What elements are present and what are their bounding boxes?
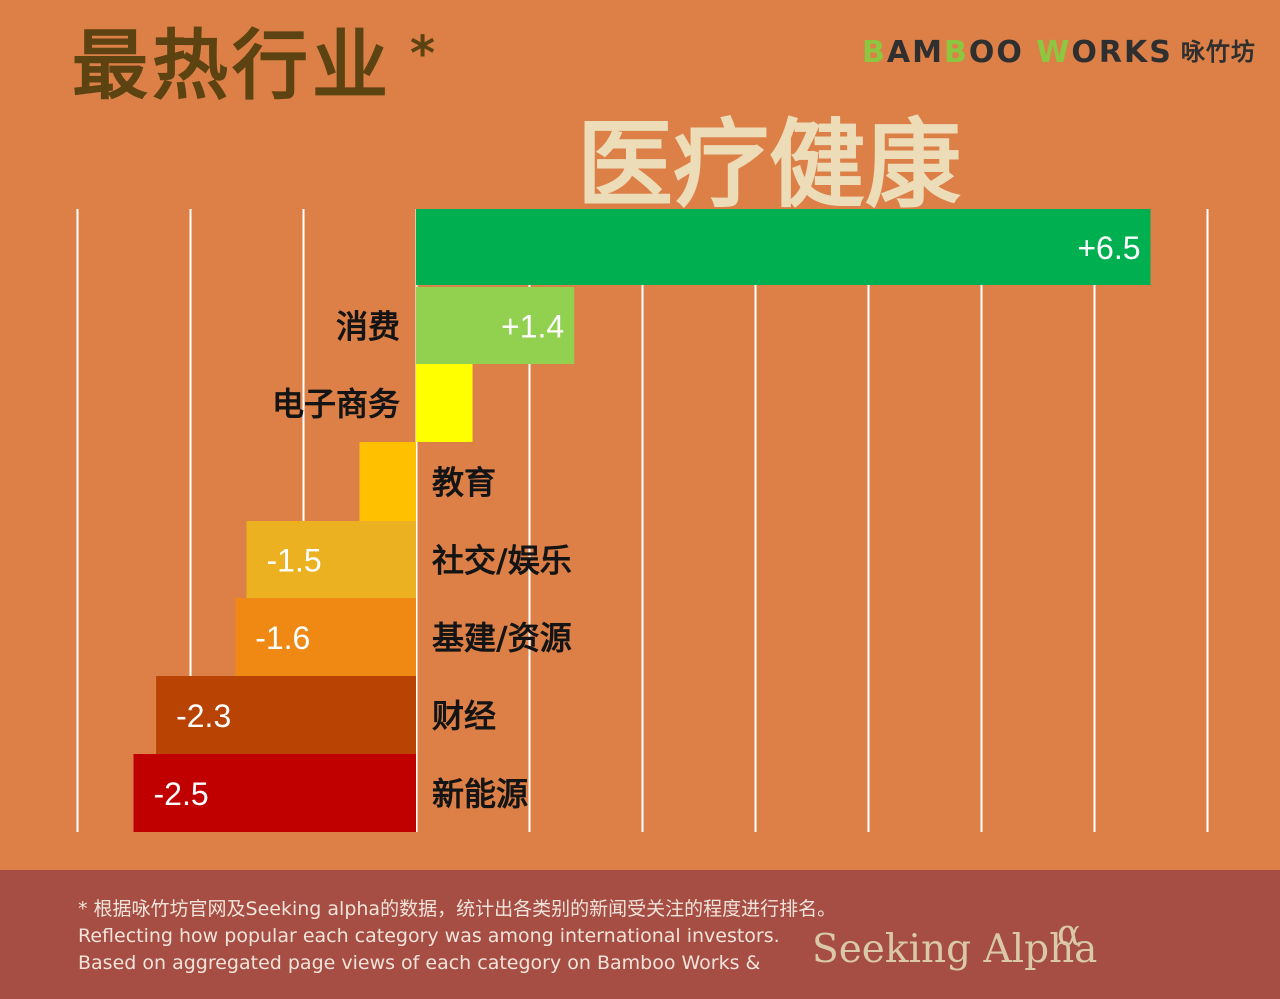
category-label-3: 教育 xyxy=(432,464,496,502)
data-label-0: +6.5 xyxy=(1077,230,1140,266)
bar-0 xyxy=(416,209,1151,285)
data-label-5: -1.6 xyxy=(255,620,310,656)
footnote-en-2: Based on aggregated page views of each c… xyxy=(78,952,761,974)
category-label-7: 新能源 xyxy=(432,775,528,813)
category-label-5: 基建/资源 xyxy=(432,619,572,657)
category-label-4: 社交/娱乐 xyxy=(432,542,572,580)
category-label-6: 财经 xyxy=(432,697,496,735)
bar-2 xyxy=(416,364,473,442)
footnote-cn: * 根据咏竹坊官网及Seeking alpha的数据，统计出各类别的新闻受关注的… xyxy=(78,898,837,920)
bar-5 xyxy=(235,598,416,676)
brand-logo: BAMBOO WORKS 咏竹坊 xyxy=(862,35,1256,70)
data-label-7: -2.5 xyxy=(154,776,209,812)
bar-6 xyxy=(156,676,416,754)
category-label-2: 电子商务 xyxy=(272,385,400,423)
chart-title: 最热行业 * xyxy=(72,21,436,110)
bar-4 xyxy=(246,521,416,598)
top-category-label: 医疗健康 xyxy=(577,108,961,221)
bar-1 xyxy=(416,287,575,364)
category-label-1: 消费 xyxy=(336,308,400,346)
data-label-1: +1.4 xyxy=(501,309,564,345)
bar-3 xyxy=(359,442,416,521)
data-label-4: -1.5 xyxy=(267,543,322,579)
title-asterisk: * xyxy=(410,26,436,82)
bar-7 xyxy=(133,754,416,832)
footer: * 根据咏竹坊官网及Seeking alpha的数据，统计出各类别的新闻受关注的… xyxy=(0,870,1280,999)
seeking-alpha-logo: Seeking Alpha α xyxy=(812,913,1098,972)
data-label-6: -2.3 xyxy=(176,698,231,734)
footnote-en-1: Reflecting how popular each category was… xyxy=(78,925,780,947)
alpha-icon: α xyxy=(1057,913,1082,954)
